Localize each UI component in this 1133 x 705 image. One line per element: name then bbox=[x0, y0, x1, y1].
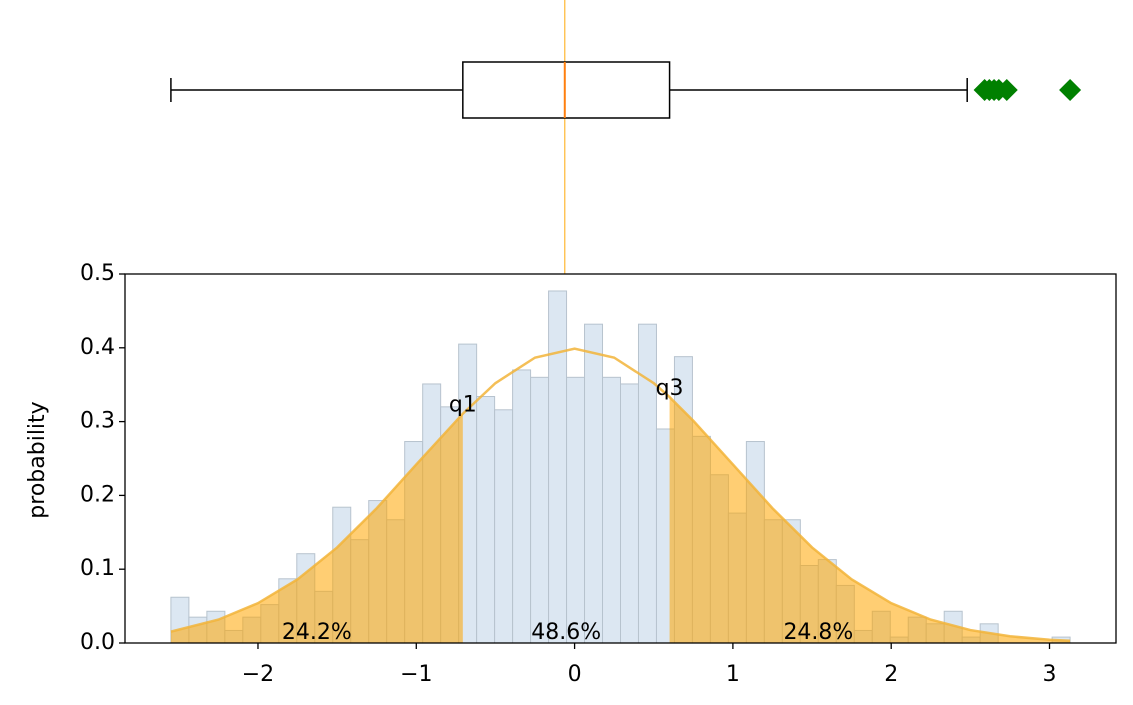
histogram-bar bbox=[530, 376, 550, 644]
histogram-bar bbox=[494, 409, 514, 644]
y-tick-label: 0.5 bbox=[80, 261, 115, 286]
y-tick-label: 0.4 bbox=[80, 335, 115, 360]
histogram-bar bbox=[637, 323, 657, 644]
y-tick-label: 0.0 bbox=[80, 630, 115, 655]
y-tick-label: 0.1 bbox=[80, 556, 115, 581]
x-tick-label: 2 bbox=[884, 662, 898, 687]
plot-frame bbox=[124, 273, 1117, 644]
region-label: 24.2% bbox=[282, 620, 352, 645]
x-tick-label: 0 bbox=[568, 662, 582, 687]
x-tick-label: −2 bbox=[242, 662, 274, 687]
outlier bbox=[995, 79, 1018, 101]
quartile-label: q1 bbox=[449, 393, 477, 418]
y-axis-label: probability bbox=[25, 401, 50, 518]
histogram-bar bbox=[602, 376, 621, 644]
histogram-bar bbox=[584, 323, 604, 644]
region-label: 24.8% bbox=[783, 620, 853, 645]
x-tick-label: 1 bbox=[726, 662, 740, 687]
outlier bbox=[1059, 79, 1082, 101]
histogram-bar bbox=[476, 396, 496, 644]
x-tick-label: 3 bbox=[1043, 662, 1057, 687]
tail-area-left bbox=[170, 413, 463, 643]
y-tick-label: 0.3 bbox=[80, 409, 115, 434]
density-curve bbox=[170, 347, 1071, 643]
histogram-bar bbox=[620, 383, 639, 644]
histogram-bar bbox=[566, 376, 586, 644]
histogram-bar bbox=[548, 290, 568, 644]
y-tick-label: 0.2 bbox=[80, 482, 115, 507]
box bbox=[462, 61, 671, 119]
x-tick-label: −1 bbox=[400, 662, 432, 687]
tail-area-right bbox=[669, 397, 1071, 643]
quartile-label: q3 bbox=[656, 376, 684, 401]
histogram-bar bbox=[512, 369, 532, 644]
region-label: 48.6% bbox=[531, 620, 601, 645]
